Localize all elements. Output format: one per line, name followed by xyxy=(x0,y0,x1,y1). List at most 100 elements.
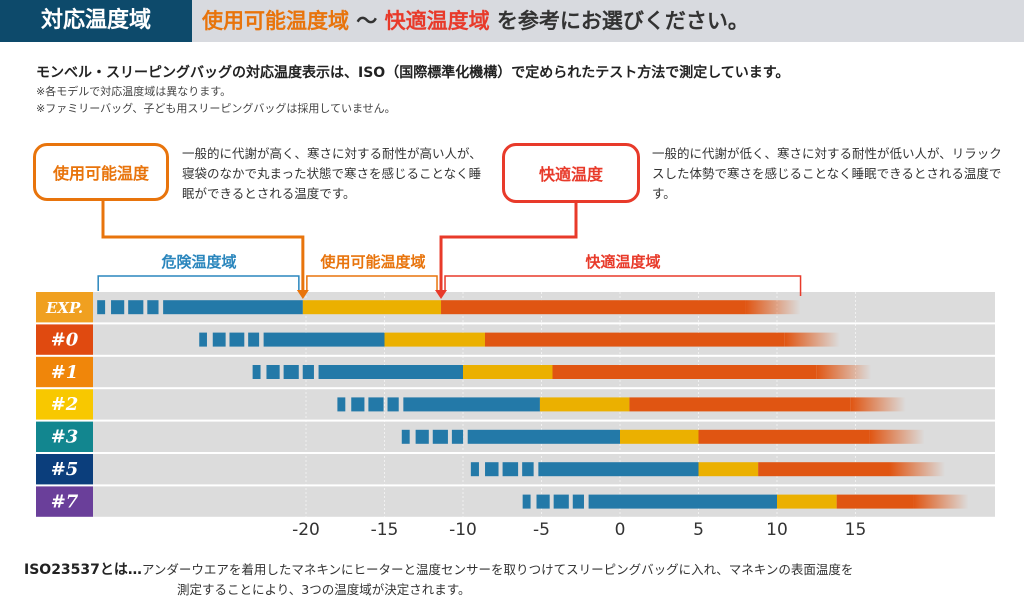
header-bar: 対応温度域 使用可能温度域 ～ 快適温度域 を参考にお選びください。 xyxy=(0,0,1024,42)
x-tick-label: 10 xyxy=(766,520,788,540)
intro-note-1: ※各モデルで対応温度域は異なります。 xyxy=(36,85,232,98)
comfort-bar-fade xyxy=(869,429,925,444)
danger-dash xyxy=(252,365,261,379)
row-label-bg xyxy=(36,389,93,420)
comfort-bar xyxy=(629,397,851,412)
x-tick-label: -10 xyxy=(449,520,477,540)
intro-lead: モンベル・スリーピングバッグの対応温度表示は、ISO（国際標準化機構）で定められ… xyxy=(36,65,790,81)
comfort-bar xyxy=(484,332,785,347)
danger-bar xyxy=(467,429,620,444)
usable-bar xyxy=(463,365,553,379)
danger-dash xyxy=(470,462,479,477)
comfort-bar-fade xyxy=(889,462,945,477)
usable-connector xyxy=(101,198,305,292)
comfort-arrow-icon xyxy=(435,290,448,299)
usable-zone-label: 使用可能温度域 xyxy=(320,253,426,271)
danger-dash xyxy=(451,429,464,444)
danger-dash xyxy=(199,332,207,347)
row-label-bg xyxy=(36,486,93,517)
usable-bar xyxy=(777,494,837,509)
danger-dash xyxy=(415,429,429,444)
row-label: #5 xyxy=(51,459,79,480)
usable-temp-box: 使用可能温度 xyxy=(33,143,169,201)
x-tick-label: 5 xyxy=(693,520,704,540)
row-label: #1 xyxy=(51,362,79,383)
row-label: #3 xyxy=(51,427,79,448)
usable-bar xyxy=(302,300,442,315)
danger-dash xyxy=(502,462,519,477)
footer-line-1: アンダーウエアを着用したマネキンにヒーターと温度センサーを取りつけてスリーピング… xyxy=(141,562,854,577)
footer-term: ISO23537とは… xyxy=(24,562,142,578)
danger-bar xyxy=(538,462,699,477)
usable-temp-desc: 一般的に代謝が高く、寒さに対する耐性が高い人が、寝袋のなかで丸まった状態で寒さを… xyxy=(182,146,482,201)
danger-bar xyxy=(588,494,777,509)
x-tick-label: -15 xyxy=(371,520,399,540)
comfort-bar-fade xyxy=(784,332,840,347)
danger-dash xyxy=(229,332,245,347)
danger-bar xyxy=(403,397,540,412)
row-label: EXP. xyxy=(45,299,83,317)
x-tick-label: -5 xyxy=(533,520,550,540)
danger-dash xyxy=(536,494,550,509)
danger-dash xyxy=(553,494,569,509)
usable-bar xyxy=(384,332,485,347)
danger-dash xyxy=(572,494,584,509)
intro-note-2: ※ファミリーバッグ、子ども用スリーピングバッグは採用していません。 xyxy=(36,102,396,115)
header-title: 使用可能温度域 ～ 快適温度域 を参考にお選びください。 xyxy=(202,0,749,42)
usable-bar xyxy=(539,397,630,412)
header-tag: 対応温度域 xyxy=(0,0,192,42)
header-usable: 使用可能温度域 xyxy=(202,9,349,33)
danger-dash xyxy=(432,429,448,444)
comfort-zone-label: 快適温度域 xyxy=(585,253,661,271)
danger-dash xyxy=(248,332,260,347)
danger-dash xyxy=(266,365,280,379)
comfort-bracket xyxy=(444,275,802,296)
danger-dash xyxy=(212,332,226,347)
row-label-bg xyxy=(36,454,93,485)
danger-dash xyxy=(97,300,106,315)
row-label-bg xyxy=(36,292,93,323)
danger-dash xyxy=(522,494,531,509)
danger-bracket xyxy=(97,275,300,291)
row-label: #2 xyxy=(51,394,79,415)
usable-arrow-icon xyxy=(296,290,309,299)
danger-dash xyxy=(111,300,125,315)
row-label-bg xyxy=(36,324,93,355)
comfort-bar-fade xyxy=(745,300,801,315)
comfort-bar xyxy=(758,462,890,477)
row-label: #7 xyxy=(51,491,79,512)
usable-bar xyxy=(698,462,759,477)
danger-dash xyxy=(401,429,410,444)
danger-dash xyxy=(128,300,144,315)
danger-zone-label: 危険温度域 xyxy=(161,253,237,271)
row-label: #0 xyxy=(51,329,79,350)
x-tick-label: -20 xyxy=(292,520,320,540)
comfort-temp-desc: 一般的に代謝が低く、寒さに対する耐性が低い人が、リラックスした体勢で寒さを感じる… xyxy=(652,146,1002,201)
row-label-bg xyxy=(36,421,93,452)
x-tick-label: 0 xyxy=(615,520,626,540)
danger-dash xyxy=(337,397,346,412)
danger-bar xyxy=(263,332,385,347)
danger-dash xyxy=(368,397,384,412)
row-label-bg xyxy=(36,356,93,388)
danger-bar xyxy=(318,365,463,379)
header-comfort: 快適温度域 xyxy=(384,9,490,33)
comfort-bar-fade xyxy=(816,365,872,379)
comfort-bar-fade xyxy=(913,494,969,509)
danger-dash xyxy=(147,300,159,315)
comfort-bar xyxy=(441,300,746,315)
footer-line-2: 測定することにより、3つの温度域が決定されます。 xyxy=(177,582,471,597)
comfort-temp-box: 快適温度 xyxy=(502,143,640,203)
x-tick-label: 15 xyxy=(845,520,867,540)
danger-dash xyxy=(387,397,399,412)
danger-dash xyxy=(351,397,365,412)
comfort-bar xyxy=(698,429,870,444)
danger-dash xyxy=(485,462,499,477)
danger-bar xyxy=(163,300,303,315)
comfort-bar xyxy=(552,365,817,379)
comfort-bar xyxy=(836,494,914,509)
header-tail: を参考にお選びください。 xyxy=(489,9,749,33)
danger-dash xyxy=(302,365,314,379)
usable-bracket xyxy=(306,275,438,291)
